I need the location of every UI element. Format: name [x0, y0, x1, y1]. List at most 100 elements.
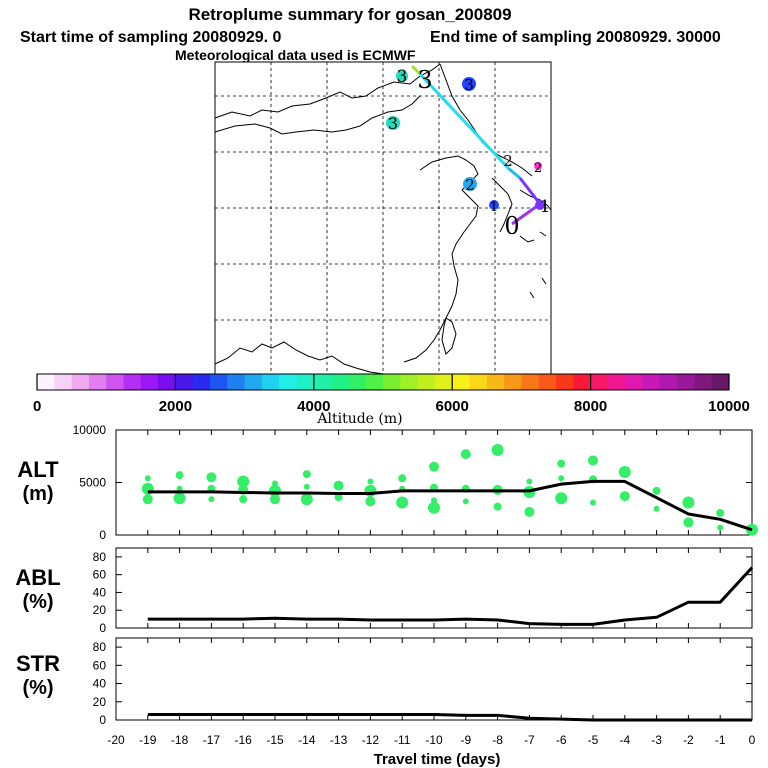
- map-marker: 3: [396, 67, 408, 87]
- colorbar-tick-label: 10000: [708, 398, 750, 415]
- x-tick-label: -14: [298, 733, 316, 747]
- cluster-point: [526, 478, 533, 485]
- map-marker-dot: [396, 70, 408, 82]
- trajectory-path: [410, 64, 542, 226]
- map-marker-label: 3: [464, 76, 474, 94]
- cluster-point: [491, 443, 504, 456]
- start-time-text: Start time of sampling 20080929. 0: [20, 29, 282, 46]
- colorbar-cell: [434, 374, 453, 390]
- cluster-point: [173, 492, 186, 505]
- cluster-point: [682, 496, 695, 509]
- alt-panel: ALT (m) 10000 5000 0: [17, 423, 758, 542]
- map-marker-dot: [534, 162, 542, 170]
- x-tick-label: -5: [588, 733, 599, 747]
- x-axis-label: Travel time (days): [374, 751, 501, 768]
- trajectory-segment-start: [410, 64, 422, 76]
- colorbar-tick-label: 2000: [159, 398, 192, 415]
- trajectory-segment-late: [518, 177, 542, 205]
- cluster-point: [208, 496, 215, 503]
- colorbar-cell: [400, 374, 419, 390]
- x-tick-label: -9: [460, 733, 471, 747]
- colorbar-tick-label: 0: [33, 398, 41, 415]
- colorbar-cell: [123, 374, 142, 390]
- map-marker: 3: [386, 114, 400, 133]
- met-data-text: Meteorological data used is ECMWF: [175, 47, 416, 63]
- cluster-point: [557, 459, 566, 468]
- cluster-point: [431, 497, 437, 504]
- colorbar-cell: [210, 374, 228, 390]
- colorbar-cell: [486, 374, 505, 390]
- map-marker: 3: [462, 76, 476, 94]
- x-tick-label: -4: [619, 733, 630, 747]
- map-marker-label: 2: [465, 176, 475, 194]
- colorbar-ticks: 0 2000 4000 6000 8000 10000: [33, 374, 750, 415]
- y-tick-label: 60: [93, 658, 107, 672]
- cluster-point: [398, 474, 407, 483]
- x-tick-label: -7: [524, 733, 535, 747]
- cluster-point: [460, 449, 471, 460]
- y-tick-label: 10000: [73, 423, 107, 437]
- cluster-point: [367, 478, 374, 485]
- colorbar-cell: [504, 374, 522, 390]
- cluster-point: [302, 470, 311, 479]
- colorbar-cell: [677, 374, 695, 390]
- x-tick-label: -17: [203, 733, 221, 747]
- x-tick-label: -20: [107, 733, 125, 747]
- cluster-point: [590, 499, 596, 506]
- trajectory-segment-end: [511, 202, 541, 226]
- colorbar-cell: [313, 374, 332, 390]
- map-marker-dot: [462, 77, 476, 91]
- colorbar-cell: [469, 374, 488, 390]
- cluster-point: [716, 508, 725, 517]
- colorbar-cell: [711, 374, 730, 390]
- colorbar-cell: [71, 374, 90, 390]
- colorbar-cell: [521, 374, 540, 390]
- colorbar-cell: [175, 374, 194, 390]
- panel-frame: [115, 429, 753, 536]
- map-marker: 2: [463, 176, 477, 194]
- x-tick-label: -19: [139, 733, 157, 747]
- colorbar-tick-label: 4000: [297, 398, 330, 415]
- colorbar-cell: [538, 374, 557, 390]
- colorbar-cell: [296, 374, 315, 390]
- cluster-point: [524, 506, 535, 517]
- alt-ylabel: ALT: [17, 457, 59, 482]
- cluster-point: [364, 484, 377, 497]
- colorbar-cell: [556, 374, 574, 390]
- colorbar-cell: [261, 374, 280, 390]
- colorbar-cell: [279, 374, 297, 390]
- series-line: [147, 713, 752, 722]
- colorbar-cell: [54, 374, 73, 390]
- colorbar-cell: [37, 374, 55, 390]
- y-tick-label: 40: [93, 585, 107, 599]
- cluster-point: [334, 493, 343, 502]
- x-tick-label: -13: [330, 733, 348, 747]
- y-tick-label: 80: [93, 550, 107, 564]
- x-tick-label: -3: [651, 733, 662, 747]
- map-marker-label: 2: [503, 152, 513, 170]
- colorbar-cell: [88, 374, 107, 390]
- cluster-point: [717, 524, 724, 531]
- colorbar-cell: [642, 374, 661, 390]
- map-marker: 1: [535, 197, 550, 217]
- str-ylabel-unit: (%): [22, 677, 53, 699]
- y-tick-label: 5000: [79, 476, 106, 490]
- x-tick-label: -10: [425, 733, 443, 747]
- cluster-point: [176, 485, 183, 492]
- colorbar-tick-label: 8000: [574, 398, 607, 415]
- cluster-point: [303, 483, 310, 490]
- colorbar-cell: [348, 374, 367, 390]
- map-marker-label: 1: [490, 200, 498, 215]
- map-marker-label: 3: [397, 67, 408, 87]
- trajectory-segment-mid: [507, 166, 521, 180]
- map-marker: 0: [504, 212, 519, 240]
- cluster-point: [462, 498, 469, 505]
- str-panel: STR (%) 80 60 40 20 0: [16, 637, 753, 727]
- cluster-point: [555, 492, 568, 505]
- y-tick-label: 60: [93, 568, 107, 582]
- colorbar-cell: [590, 374, 609, 390]
- colorbar-cell: [659, 374, 678, 390]
- x-tick-label: -1: [715, 733, 726, 747]
- map-marker: 2: [503, 152, 513, 170]
